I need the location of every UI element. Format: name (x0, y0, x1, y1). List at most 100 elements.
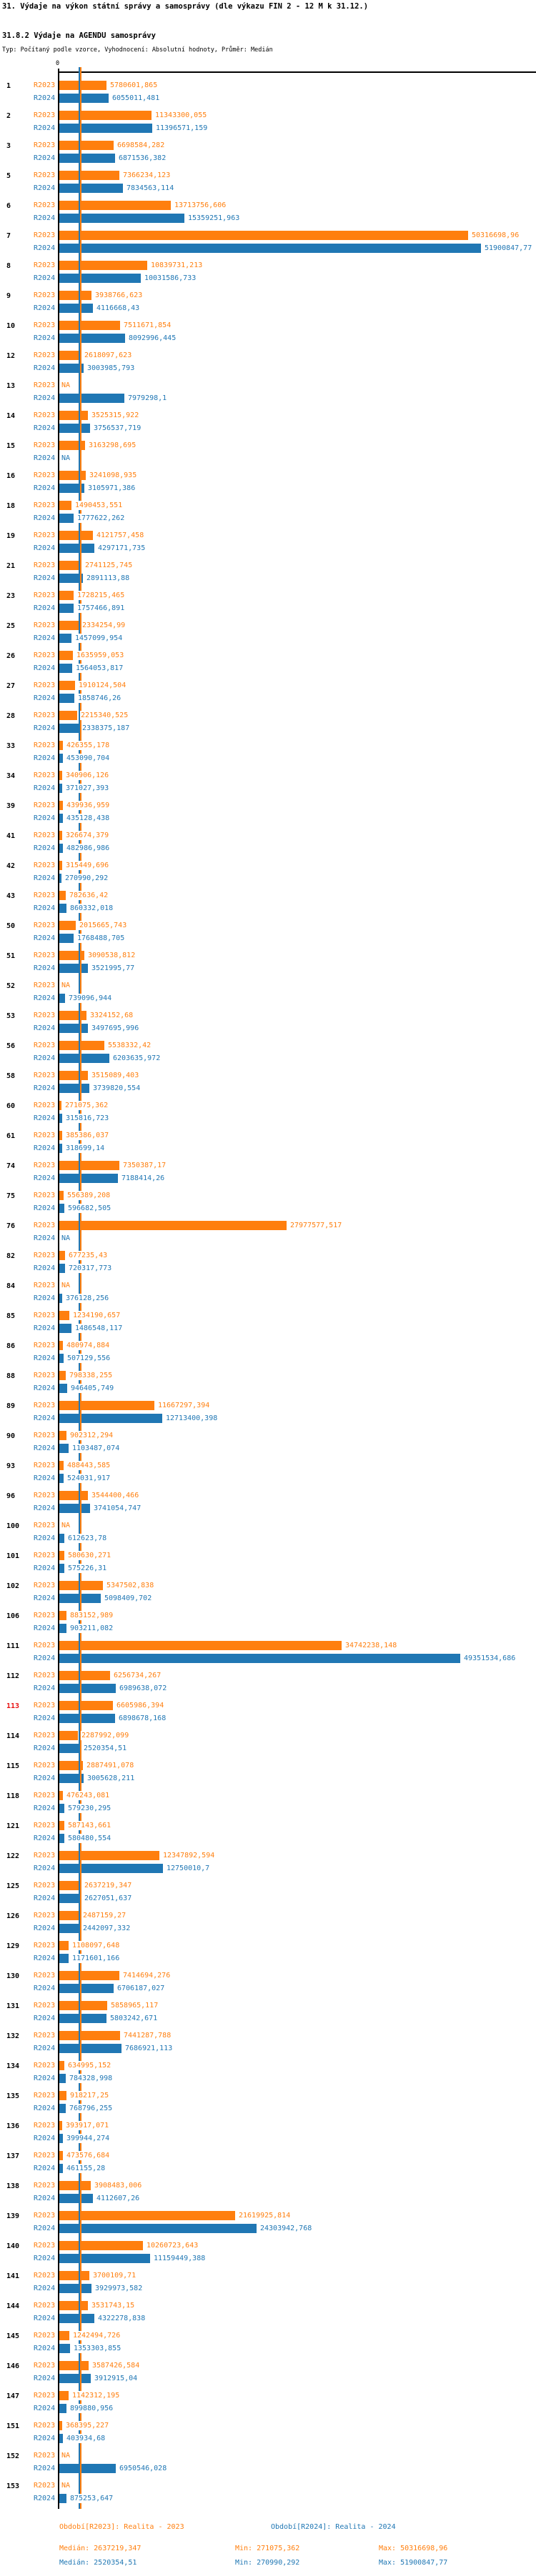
bar-r2023-75[interactable] (59, 1191, 64, 1200)
bar-r2024-53[interactable] (59, 1024, 88, 1033)
bar-r2024-89[interactable] (59, 1414, 162, 1423)
bar-r2024-86[interactable] (59, 1354, 64, 1363)
bar-r2024-41[interactable] (59, 844, 63, 853)
bar-r2023-118[interactable] (59, 1791, 63, 1800)
bar-r2023-42[interactable] (59, 861, 62, 870)
bar-r2023-129[interactable] (59, 1941, 69, 1950)
bar-r2023-9[interactable] (59, 291, 91, 300)
bar-r2023-96[interactable] (59, 1491, 88, 1500)
bar-r2023-101[interactable] (59, 1551, 64, 1560)
bar-r2023-140[interactable] (59, 2241, 143, 2250)
bar-r2023-136[interactable] (59, 2121, 62, 2130)
bar-r2023-8[interactable] (59, 261, 147, 270)
bar-r2023-130[interactable] (59, 1971, 119, 1980)
bar-r2024-132[interactable] (59, 2044, 121, 2053)
bar-r2024-56[interactable] (59, 1054, 109, 1063)
bar-r2024-3[interactable] (59, 154, 115, 163)
bar-r2024-134[interactable] (59, 2074, 66, 2083)
bar-r2023-88[interactable] (59, 1371, 66, 1380)
bar-r2024-7[interactable] (59, 244, 481, 253)
bar-r2023-147[interactable] (59, 2391, 69, 2400)
bar-r2024-90[interactable] (59, 1444, 69, 1453)
bar-r2023-113[interactable] (59, 1701, 113, 1710)
bar-r2024-145[interactable] (59, 2344, 70, 2353)
bar-r2023-111[interactable] (59, 1641, 342, 1650)
bar-r2024-27[interactable] (59, 694, 74, 703)
bar-r2024-106[interactable] (59, 1624, 66, 1633)
bar-r2024-8[interactable] (59, 274, 141, 283)
bar-r2024-75[interactable] (59, 1204, 64, 1213)
bar-r2023-86[interactable] (59, 1341, 63, 1350)
bar-r2024-140[interactable] (59, 2254, 150, 2263)
bar-r2023-18[interactable] (59, 501, 71, 510)
bar-r2024-137[interactable] (59, 2164, 63, 2173)
bar-r2023-146[interactable] (59, 2361, 89, 2370)
bar-r2024-12[interactable] (59, 364, 84, 373)
bar-r2024-58[interactable] (59, 1084, 89, 1093)
bar-r2023-139[interactable] (59, 2211, 235, 2220)
bar-r2024-6[interactable] (59, 214, 184, 223)
bar-r2023-138[interactable] (59, 2181, 91, 2190)
bar-r2024-115[interactable] (59, 1774, 84, 1783)
bar-r2024-93[interactable] (59, 1474, 64, 1483)
bar-r2023-39[interactable] (59, 801, 63, 810)
bar-r2023-135[interactable] (59, 2091, 66, 2100)
bar-r2023-102[interactable] (59, 1581, 103, 1590)
bar-r2023-50[interactable] (59, 921, 76, 930)
bar-r2023-19[interactable] (59, 531, 93, 540)
bar-r2023-16[interactable] (59, 471, 86, 480)
bar-r2023-144[interactable] (59, 2301, 88, 2310)
bar-r2024-14[interactable] (59, 424, 90, 433)
bar-r2024-111[interactable] (59, 1654, 460, 1663)
bar-r2024-146[interactable] (59, 2374, 91, 2383)
bar-r2023-26[interactable] (59, 651, 73, 660)
bar-r2023-51[interactable] (59, 951, 84, 960)
bar-r2023-61[interactable] (59, 1131, 62, 1140)
bar-r2023-56[interactable] (59, 1041, 104, 1050)
bar-r2023-15[interactable] (59, 441, 85, 450)
bar-r2024-135[interactable] (59, 2104, 66, 2113)
bar-r2023-28[interactable] (59, 711, 77, 720)
bar-r2023-3[interactable] (59, 141, 114, 150)
bar-r2024-126[interactable] (59, 1924, 79, 1933)
bar-r2024-43[interactable] (59, 904, 66, 913)
bar-r2023-58[interactable] (59, 1071, 88, 1080)
bar-r2024-50[interactable] (59, 934, 74, 943)
bar-r2023-5[interactable] (59, 171, 119, 180)
bar-r2024-25[interactable] (59, 634, 71, 643)
bar-r2024-34[interactable] (59, 784, 62, 793)
bar-r2024-21[interactable] (59, 574, 83, 583)
bar-r2023-112[interactable] (59, 1671, 110, 1680)
bar-r2024-60[interactable] (59, 1114, 62, 1123)
bar-r2024-153[interactable] (59, 2494, 66, 2503)
bar-r2023-7[interactable] (59, 231, 468, 240)
bar-r2023-2[interactable] (59, 111, 152, 120)
bar-r2024-101[interactable] (59, 1564, 64, 1573)
bar-r2024-141[interactable] (59, 2284, 91, 2293)
bar-r2024-33[interactable] (59, 754, 63, 763)
bar-r2024-84[interactable] (59, 1294, 62, 1303)
bar-r2024-10[interactable] (59, 334, 125, 343)
bar-r2023-126[interactable] (59, 1911, 79, 1920)
bar-r2023-122[interactable] (59, 1851, 159, 1860)
bar-r2023-85[interactable] (59, 1311, 69, 1320)
bar-r2024-28[interactable] (59, 724, 79, 733)
bar-r2024-114[interactable] (59, 1744, 80, 1753)
bar-r2024-39[interactable] (59, 814, 63, 823)
bar-r2024-121[interactable] (59, 1834, 64, 1843)
bar-r2023-25[interactable] (59, 621, 79, 630)
bar-r2024-74[interactable] (59, 1174, 118, 1183)
bar-r2023-115[interactable] (59, 1761, 83, 1770)
bar-r2024-131[interactable] (59, 2014, 106, 2023)
bar-r2023-134[interactable] (59, 2061, 64, 2070)
bar-r2023-53[interactable] (59, 1011, 86, 1020)
bar-r2024-23[interactable] (59, 604, 74, 613)
bar-r2023-141[interactable] (59, 2271, 89, 2280)
bar-r2024-138[interactable] (59, 2194, 93, 2203)
bar-r2024-1[interactable] (59, 94, 109, 103)
bar-r2024-151[interactable] (59, 2434, 63, 2443)
bar-r2024-122[interactable] (59, 1864, 163, 1873)
bar-r2024-152[interactable] (59, 2464, 116, 2473)
bar-r2024-18[interactable] (59, 514, 74, 523)
bar-r2023-151[interactable] (59, 2421, 62, 2430)
